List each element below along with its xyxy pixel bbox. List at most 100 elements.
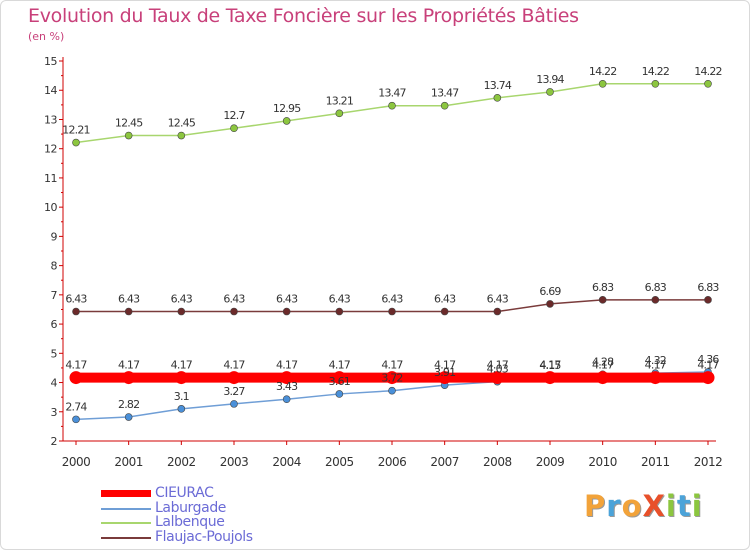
data-point <box>493 307 502 316</box>
data-point <box>282 395 291 404</box>
data-label: 6.69 <box>539 285 561 298</box>
data-label: 6.43 <box>171 293 193 306</box>
data-label: 6.43 <box>381 293 403 306</box>
chart-title: Evolution du Taux de Taxe Foncière sur l… <box>28 5 579 27</box>
legend-swatch <box>101 490 151 497</box>
y-tick-label: 6 <box>51 318 58 331</box>
series-cieurac <box>69 371 715 385</box>
data-point <box>385 371 399 385</box>
data-point <box>648 371 662 385</box>
logo-letter: P <box>584 489 607 523</box>
data-label: 13.47 <box>431 87 459 100</box>
data-label: 4.17 <box>276 359 298 372</box>
y-tick-label: 3 <box>51 406 58 419</box>
data-label: 6.83 <box>592 281 614 294</box>
legend-label: Lalbenque <box>155 514 225 530</box>
legend-item: Lalbenque <box>101 514 341 530</box>
data-point <box>493 94 502 102</box>
data-label: 4.17 <box>697 359 719 372</box>
y-tick-label: 14 <box>44 84 57 97</box>
logo-letter: X <box>642 489 666 523</box>
data-point <box>388 386 396 395</box>
data-label: 2.74 <box>65 400 87 413</box>
data-point <box>388 307 396 316</box>
data-label: 4.17 <box>329 359 351 372</box>
data-point <box>124 131 133 140</box>
data-label: 2.82 <box>118 398 139 411</box>
legend-swatch <box>101 536 151 539</box>
series-flaujac-poujols <box>72 296 712 316</box>
data-label: 3.72 <box>381 372 402 385</box>
legend-swatch <box>101 507 151 510</box>
series-lalbenque <box>72 80 712 147</box>
data-label: 4.17 <box>171 359 193 372</box>
data-point <box>440 101 449 110</box>
data-label: 13.94 <box>536 73 564 86</box>
data-point <box>335 307 344 316</box>
data-label: 6.43 <box>65 293 87 306</box>
y-tick-label: 5 <box>51 347 58 360</box>
data-point <box>124 307 133 316</box>
x-tick-label: 2011 <box>641 455 670 469</box>
chart-legend: CIEURAC Laburgade Lalbenque Flaujac-Poujols <box>101 485 341 545</box>
x-tick-label: 2008 <box>483 455 512 469</box>
legend-label: Laburgade <box>155 499 227 516</box>
x-tick-label: 2000 <box>62 455 91 469</box>
data-point <box>335 109 344 118</box>
unit-label: (en %) <box>28 30 65 43</box>
data-point <box>438 371 452 385</box>
data-point <box>388 101 396 110</box>
data-label: 4.17 <box>487 359 509 372</box>
data-label: 3.61 <box>329 375 350 388</box>
data-point <box>282 307 291 316</box>
data-label: 4.17 <box>592 359 614 372</box>
data-label: 6.83 <box>645 281 667 294</box>
data-point <box>177 405 186 413</box>
data-label: 4.03 <box>487 363 509 376</box>
data-label: 13.47 <box>378 87 406 100</box>
data-point <box>546 88 554 96</box>
y-tick-label: 7 <box>51 289 58 302</box>
data-point <box>72 307 80 316</box>
data-point <box>651 296 660 304</box>
data-label: 4.17 <box>118 359 140 372</box>
data-point <box>701 371 715 385</box>
data-point <box>72 138 80 147</box>
x-tick-label: 2003 <box>220 455 249 469</box>
data-point <box>596 371 610 385</box>
data-label: 12.45 <box>168 117 196 130</box>
logo-letter: t <box>676 489 692 523</box>
data-point <box>490 371 504 385</box>
data-label: 6.43 <box>223 293 245 306</box>
data-label: 14.22 <box>642 65 670 78</box>
data-point <box>440 307 449 316</box>
data-label: 6.43 <box>276 293 298 306</box>
y-tick-label: 2 <box>51 435 58 448</box>
legend-label: CIEURAC <box>155 485 214 501</box>
data-point <box>704 80 712 88</box>
data-label: 12.7 <box>223 109 245 122</box>
data-label: 3.1 <box>174 390 189 403</box>
data-label: 14.22 <box>589 65 617 78</box>
data-label: 12.95 <box>273 102 301 115</box>
data-labels-layer: 4.17 4.17 4.17 4.17 4.17 4.17 4.17 4.17 4.17 4.17… <box>62 65 722 414</box>
data-point <box>230 400 238 408</box>
data-label: 4.36 <box>697 353 719 366</box>
data-point <box>335 390 344 398</box>
logo-letter: r <box>606 489 622 523</box>
data-label: 12.21 <box>62 124 90 137</box>
x-tick-label: 2001 <box>114 455 143 469</box>
y-tick-label: 4 <box>51 377 58 390</box>
data-point <box>543 371 557 385</box>
data-point <box>598 80 607 88</box>
x-tick-label: 2009 <box>536 455 565 469</box>
data-label: 4.17 <box>645 359 667 372</box>
y-tick-label: 13 <box>44 113 57 126</box>
y-tick-label: 15 <box>44 55 57 68</box>
data-point <box>124 413 133 421</box>
data-point <box>227 371 241 385</box>
logo-letter: o <box>621 489 643 523</box>
y-tick-label: 11 <box>44 172 57 185</box>
data-point <box>230 307 238 316</box>
